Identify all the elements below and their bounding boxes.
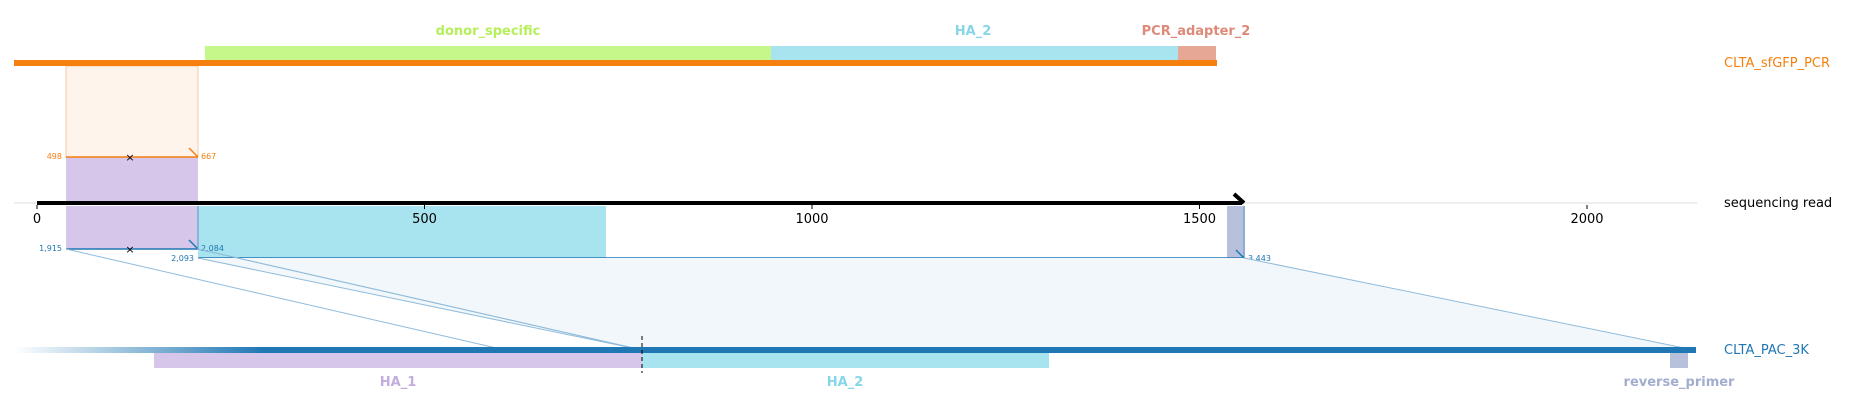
feature-ha1-label: HA_1	[380, 375, 417, 390]
read-group: 0 500 1000 1500 2000 sequencing read	[14, 192, 1832, 258]
read-axis-tick-label: 2000	[1570, 212, 1603, 227]
feature-pcr-adapter-2-block	[1178, 46, 1216, 60]
feature-reverse-primer-block	[1670, 353, 1688, 368]
feature-pcr-adapter-2-label: PCR_adapter_2	[1142, 24, 1251, 39]
bottom-alignment-1-strand-mark: ×	[125, 243, 134, 256]
feature-ha2-bottom-label: HA_2	[827, 375, 864, 390]
top-alignment-region	[65, 65, 199, 158]
bottom-alignment-2-arrow	[1235, 249, 1245, 259]
feature-ha2-top-label: HA_2	[955, 24, 992, 39]
bottom-reference-name: CLTA_PAC_3K	[1724, 343, 1809, 358]
read-name: sequencing read	[1724, 196, 1832, 211]
top-alignment-end-coord: 667	[201, 152, 216, 161]
read-axis-tick-label: 1000	[795, 212, 828, 227]
bottom-alignment-2-projection-left	[197, 257, 643, 351]
read-axis-tick-label: 0	[33, 212, 41, 227]
read-axis-tick-label: 500	[412, 212, 437, 227]
bottom-reference-line-fade	[14, 347, 264, 353]
top-alignment-start-coord: 498	[47, 152, 62, 161]
bottom-alignment-2-start-coord: 2,093	[171, 254, 194, 263]
top-reference-name: CLTA_sfGFP_PCR	[1724, 56, 1830, 71]
bottom-alignment-2-projection-right	[1243, 257, 1695, 351]
feature-ha1-block	[154, 353, 642, 368]
feature-ha2-top-block	[771, 46, 1178, 60]
top-reference-group: donor_specific HA_2 PCR_adapter_2 CLTA_s…	[14, 24, 1830, 203]
bottom-alignment-1-arrow	[188, 239, 199, 250]
read-axis-tick-label: 1500	[1183, 212, 1216, 227]
read-axis-ticks: 0 500 1000 1500 2000	[33, 205, 1604, 227]
top-alignment-strand-mark: ×	[125, 151, 134, 164]
top-alignment-arrow	[188, 147, 199, 158]
top-alignment-fill	[66, 157, 198, 203]
bottom-reference-line	[264, 347, 1696, 353]
bottom-reference-group: × 1,915 2,084 2,093 3,443 CLTA_PAC_3K HA…	[14, 206, 1809, 390]
bottom-alignment-1-end-coord: 2,084	[201, 244, 224, 253]
feature-donor-specific-block	[205, 46, 771, 60]
bottom-alignment-1-projection-left	[65, 248, 506, 351]
bottom-alignment-1-start-coord: 1,915	[39, 244, 62, 253]
read-ha2-block	[198, 206, 606, 258]
feature-donor-specific-label: donor_specific	[436, 24, 541, 39]
bottom-alignment-2-end-coord: 3,443	[1248, 254, 1271, 263]
read-reverse-primer-block	[1227, 206, 1245, 258]
top-reference-line	[14, 60, 1217, 66]
read-end-arrow	[1232, 192, 1246, 205]
feature-reverse-primer-label: reverse_primer	[1624, 375, 1736, 390]
bottom-alignment-2-projection	[198, 258, 1694, 350]
feature-ha2-bottom-block	[642, 353, 1049, 368]
bottom-alignment-1-fill	[66, 206, 198, 249]
bottom-alignment-1-projection-right	[197, 248, 643, 351]
